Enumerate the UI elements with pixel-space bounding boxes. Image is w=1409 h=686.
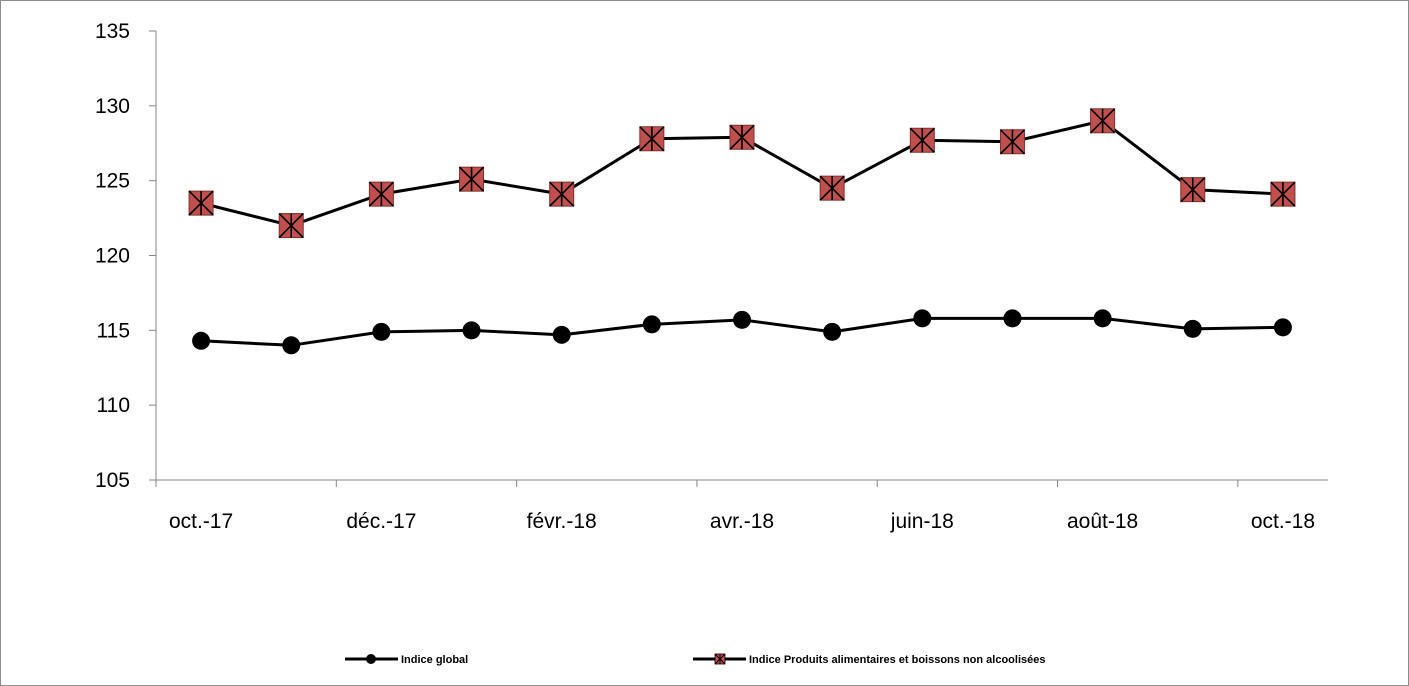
data-point-star xyxy=(1270,181,1296,207)
data-point xyxy=(282,336,301,355)
data-point xyxy=(552,325,571,344)
x-tick-label: oct.-17 xyxy=(169,510,233,533)
data-point xyxy=(1003,309,1022,328)
data-point-star xyxy=(639,126,665,152)
data-point xyxy=(188,190,214,216)
legend-marker-circle-icon xyxy=(366,654,376,664)
legend-item-indice-produits-alimentaires: Indice Produits alimentaires et boissons… xyxy=(693,653,1045,666)
data-point xyxy=(823,322,842,341)
data-point xyxy=(639,126,665,152)
data-point-star xyxy=(458,166,485,192)
x-tick-label: août-18 xyxy=(1067,510,1138,533)
y-axis: 105 110 115 120 125 130 135 xyxy=(95,20,157,492)
y-tick-label: 120 xyxy=(95,245,130,268)
data-point xyxy=(1093,309,1112,328)
data-point xyxy=(462,321,481,340)
data-point xyxy=(549,181,575,207)
data-point xyxy=(1090,108,1116,134)
legend-marker-star-icon xyxy=(714,653,726,665)
data-point-star xyxy=(368,181,394,207)
data-point xyxy=(368,181,394,207)
data-point xyxy=(192,331,211,350)
x-tick-label: févr.-18 xyxy=(527,510,597,533)
y-tick-label: 105 xyxy=(95,469,130,492)
data-point xyxy=(909,127,935,153)
data-point xyxy=(1270,181,1296,207)
data-point-star xyxy=(278,213,304,239)
x-tick-label: déc.-17 xyxy=(346,510,416,533)
data-point xyxy=(1183,319,1202,338)
series-indice-produits-alimentaires xyxy=(188,108,1296,239)
data-point xyxy=(999,129,1026,155)
data-point xyxy=(733,310,751,329)
y-tick-label: 110 xyxy=(97,394,130,417)
data-point-star xyxy=(999,129,1026,155)
legend-label-indice-global: Indice global xyxy=(401,654,468,666)
data-point-star xyxy=(549,181,575,207)
series-indice-global xyxy=(192,309,1292,355)
data-point-star xyxy=(1180,177,1206,203)
legend: Indice global Indice Produits alimentair… xyxy=(345,653,1045,666)
data-point xyxy=(1273,318,1292,337)
data-point-star xyxy=(729,124,755,150)
data-point xyxy=(372,322,391,341)
y-tick-label: 130 xyxy=(95,95,130,118)
y-ticks: 105 110 115 120 125 130 135 xyxy=(95,20,156,492)
data-point xyxy=(1180,177,1206,203)
y-tick-label: 115 xyxy=(97,319,130,342)
data-point xyxy=(913,309,932,328)
data-point xyxy=(458,166,485,192)
data-point xyxy=(642,315,661,334)
data-point-star xyxy=(188,190,214,216)
y-tick-label: 125 xyxy=(95,170,130,193)
x-ticks: oct.-17 déc.-17 févr.-18 avr.-18 juin-18 août… xyxy=(155,480,1315,533)
series-layer xyxy=(188,108,1296,355)
x-tick-label: avr.-18 xyxy=(710,510,774,533)
data-point-star xyxy=(819,175,845,201)
x-tick-label: juin-18 xyxy=(890,510,954,533)
x-tick-label: oct.-18 xyxy=(1251,510,1315,533)
data-point xyxy=(819,175,845,201)
data-point-star xyxy=(1090,108,1116,134)
data-point-star xyxy=(909,127,935,153)
data-point xyxy=(729,124,755,150)
x-axis: oct.-17 déc.-17 févr.-18 avr.-18 juin-18 août… xyxy=(155,479,1328,533)
data-point xyxy=(278,213,304,239)
y-tick-label: 135 xyxy=(95,20,130,43)
legend-label-indice-produits-alimentaires: Indice Produits alimentaires et boissons… xyxy=(749,654,1045,666)
legend-item-indice-global: Indice global xyxy=(345,654,468,666)
